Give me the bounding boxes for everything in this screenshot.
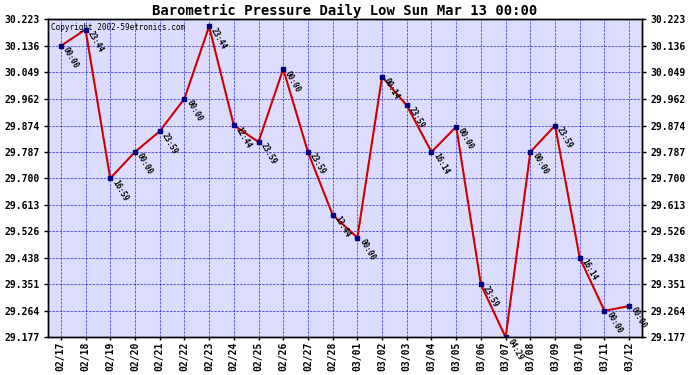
Text: 00:00: 00:00 [456,127,475,151]
Text: 23:59: 23:59 [407,105,426,130]
Text: 16:59: 16:59 [110,178,130,203]
Text: 00:00: 00:00 [135,152,155,177]
Text: 00:00: 00:00 [531,152,550,177]
Text: 23:59: 23:59 [481,284,500,309]
Title: Barometric Pressure Daily Low Sun Mar 13 00:00: Barometric Pressure Daily Low Sun Mar 13… [152,4,538,18]
Text: 00:14: 00:14 [382,76,402,101]
Text: 12:44: 12:44 [234,125,253,150]
Text: 23:59: 23:59 [308,152,327,177]
Text: 23:59: 23:59 [259,142,278,166]
Text: 00:00: 00:00 [61,46,80,70]
Text: 00:00: 00:00 [604,311,624,335]
Text: Copyright 2002-59etronics.com: Copyright 2002-59etronics.com [52,22,186,32]
Text: 23:59: 23:59 [159,131,179,156]
Text: 00:00: 00:00 [283,69,303,93]
Text: 00:00: 00:00 [184,99,204,123]
Text: 00:00: 00:00 [357,238,377,262]
Text: 23:44: 23:44 [209,27,228,51]
Text: 00:00: 00:00 [629,306,649,330]
Text: 13:44: 13:44 [333,215,352,239]
Text: 16:14: 16:14 [580,258,599,282]
Text: 04:29: 04:29 [506,337,525,362]
Text: 16:14: 16:14 [431,152,451,177]
Text: 23:59: 23:59 [555,126,574,150]
Text: 23:44: 23:44 [86,30,105,54]
